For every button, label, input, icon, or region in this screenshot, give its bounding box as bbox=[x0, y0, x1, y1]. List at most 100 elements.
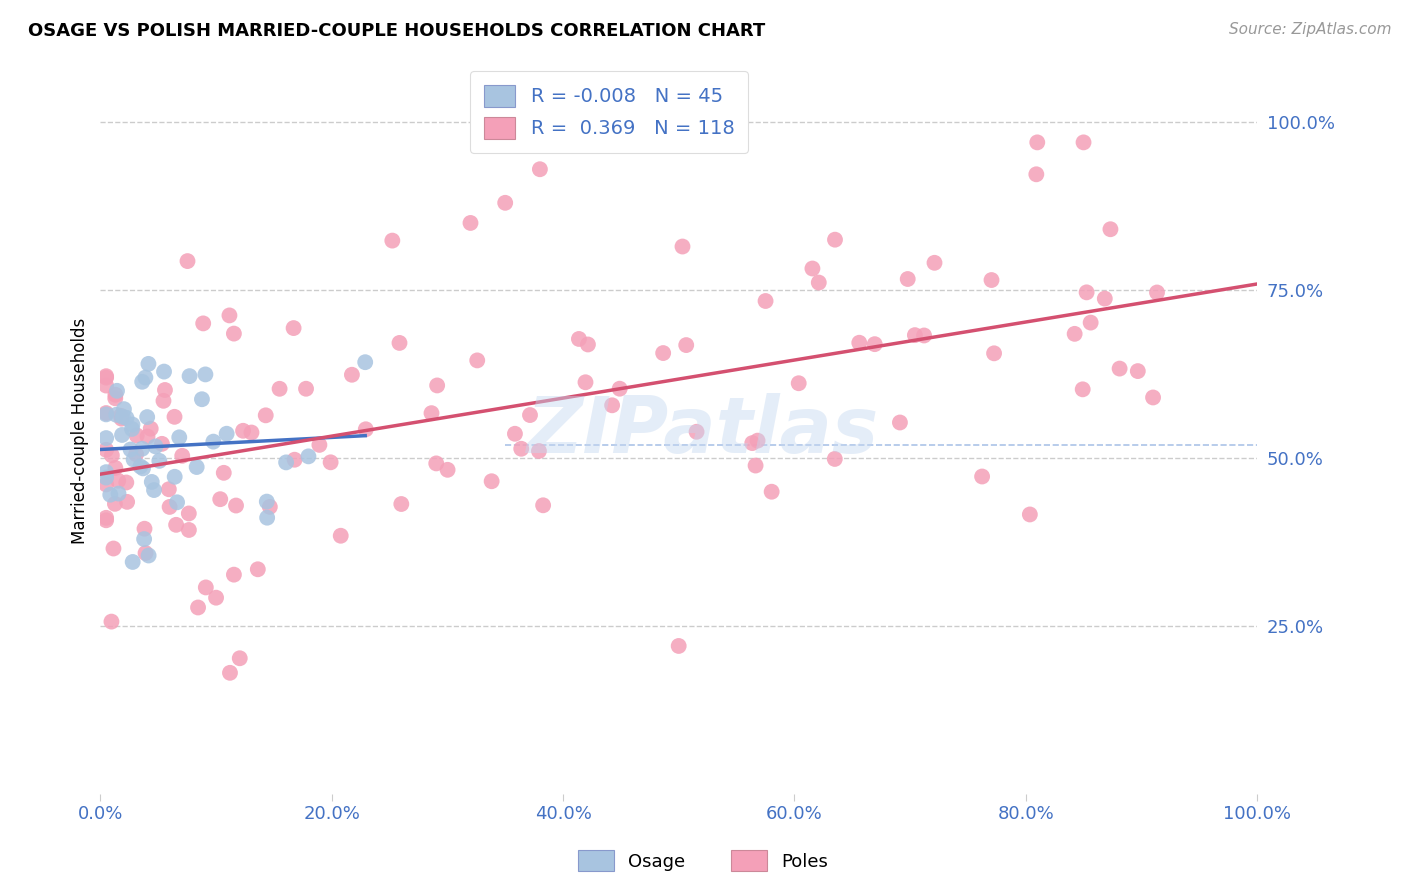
Osage bbox=[94, 408, 117, 422]
Poles bbox=[205, 591, 228, 605]
Osage bbox=[166, 495, 188, 509]
Poles bbox=[754, 293, 776, 308]
Poles bbox=[425, 457, 447, 471]
Poles bbox=[159, 500, 181, 514]
Osage bbox=[111, 409, 134, 424]
Osage bbox=[202, 434, 225, 449]
Osage bbox=[354, 355, 377, 369]
Osage bbox=[112, 402, 135, 417]
Poles bbox=[157, 482, 180, 496]
Poles bbox=[94, 406, 117, 420]
Osage bbox=[107, 486, 129, 500]
Poles bbox=[744, 458, 766, 473]
Poles bbox=[983, 346, 1005, 360]
Poles bbox=[177, 523, 200, 537]
Poles bbox=[139, 422, 162, 436]
Poles bbox=[319, 455, 342, 469]
Poles bbox=[94, 513, 117, 527]
Poles bbox=[103, 541, 125, 556]
Poles bbox=[1071, 382, 1094, 396]
Poles bbox=[1094, 292, 1116, 306]
Poles bbox=[259, 500, 281, 514]
Poles bbox=[388, 335, 411, 350]
Poles bbox=[94, 369, 117, 384]
Poles bbox=[1108, 361, 1130, 376]
Osage bbox=[94, 431, 117, 445]
Osage bbox=[105, 384, 128, 398]
Poles bbox=[747, 434, 769, 448]
Poles bbox=[172, 449, 194, 463]
Poles bbox=[246, 562, 269, 576]
Poles bbox=[824, 452, 846, 467]
Poles bbox=[177, 507, 200, 521]
Text: ZIPatlas: ZIPatlas bbox=[526, 393, 877, 469]
Poles bbox=[212, 466, 235, 480]
Poles bbox=[308, 438, 330, 452]
Poles bbox=[193, 317, 215, 331]
Poles bbox=[194, 581, 217, 595]
Osage bbox=[256, 494, 278, 508]
Osage bbox=[134, 370, 156, 384]
Poles bbox=[912, 328, 935, 343]
Poles bbox=[295, 382, 318, 396]
Poles bbox=[609, 382, 631, 396]
Osage bbox=[121, 417, 143, 432]
Poles bbox=[152, 393, 174, 408]
Osage bbox=[191, 392, 214, 407]
Osage bbox=[163, 470, 186, 484]
Poles bbox=[104, 387, 127, 401]
Poles bbox=[787, 376, 810, 391]
Poles bbox=[107, 474, 129, 488]
Poles bbox=[574, 376, 596, 390]
Poles bbox=[600, 398, 623, 412]
Osage bbox=[297, 450, 319, 464]
Poles bbox=[807, 276, 830, 290]
Osage bbox=[121, 555, 143, 569]
Poles bbox=[1099, 222, 1122, 236]
Poles bbox=[104, 461, 127, 475]
Poles bbox=[1025, 167, 1047, 181]
Poles bbox=[652, 346, 675, 360]
Poles bbox=[1076, 285, 1098, 300]
Poles bbox=[209, 492, 232, 507]
Poles bbox=[110, 409, 132, 423]
Osage bbox=[136, 410, 159, 425]
Poles bbox=[125, 428, 148, 442]
Text: Source: ZipAtlas.com: Source: ZipAtlas.com bbox=[1229, 22, 1392, 37]
Osage bbox=[129, 459, 152, 474]
Poles bbox=[219, 665, 242, 680]
Poles bbox=[94, 370, 117, 384]
Legend: Osage, Poles: Osage, Poles bbox=[571, 843, 835, 879]
Poles bbox=[889, 416, 911, 430]
Poles bbox=[101, 448, 124, 462]
Poles bbox=[284, 452, 307, 467]
Poles bbox=[529, 162, 551, 177]
Poles bbox=[465, 353, 488, 368]
Poles bbox=[134, 522, 156, 536]
Poles bbox=[100, 615, 122, 629]
Poles bbox=[741, 436, 763, 450]
Poles bbox=[340, 368, 363, 382]
Osage bbox=[145, 439, 167, 453]
Osage bbox=[105, 408, 128, 422]
Osage bbox=[194, 368, 217, 382]
Poles bbox=[510, 442, 533, 456]
Poles bbox=[494, 195, 516, 210]
Poles bbox=[110, 411, 132, 425]
Poles bbox=[94, 378, 117, 392]
Poles bbox=[163, 409, 186, 424]
Osage bbox=[153, 365, 176, 379]
Osage bbox=[215, 426, 238, 441]
Poles bbox=[675, 338, 697, 352]
Osage bbox=[122, 452, 145, 467]
Poles bbox=[225, 499, 247, 513]
Poles bbox=[527, 444, 550, 458]
Poles bbox=[671, 239, 693, 253]
Poles bbox=[381, 234, 404, 248]
Osage bbox=[138, 357, 160, 371]
Poles bbox=[1063, 326, 1085, 341]
Poles bbox=[135, 546, 157, 560]
Osage bbox=[143, 483, 166, 497]
Osage bbox=[256, 510, 278, 524]
Poles bbox=[354, 422, 377, 436]
